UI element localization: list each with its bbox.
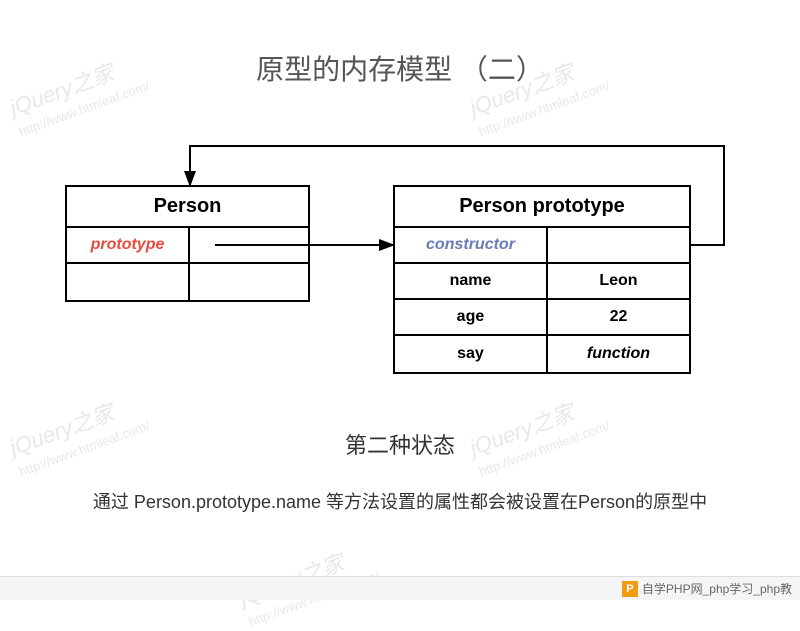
table-row: prototype <box>67 228 308 264</box>
cell-value: 22 <box>548 300 689 334</box>
diagram-caption: 通过 Person.prototype.name 等方法设置的属性都会被设置在P… <box>0 488 800 514</box>
footer-bar: P 自学PHP网_php学习_php教 <box>0 576 800 600</box>
cell-key <box>67 264 190 300</box>
cell-key: name <box>395 264 548 298</box>
diagram-title: 原型的内存模型 （二） <box>0 48 800 88</box>
cell-key: age <box>395 300 548 334</box>
cell-key: constructor <box>395 228 548 262</box>
proto-box-header: Person prototype <box>395 187 689 228</box>
cell-value: function <box>548 336 689 372</box>
cell-value: Leon <box>548 264 689 298</box>
diagram-subtitle: 第二种状态 <box>0 428 800 460</box>
cell-value <box>190 228 308 262</box>
cell-key: prototype <box>67 228 190 262</box>
person-box-header: Person <box>67 187 308 228</box>
table-row: nameLeon <box>395 264 689 300</box>
footer-text: 自学PHP网_php学习_php教 <box>642 580 792 597</box>
footer-icon: P <box>622 581 638 597</box>
cell-value <box>548 228 689 262</box>
cell-key: say <box>395 336 548 372</box>
table-row <box>67 264 308 300</box>
cell-value <box>190 264 308 300</box>
table-row: sayfunction <box>395 336 689 372</box>
person-prototype-box: Person prototype constructornameLeonage2… <box>393 185 691 374</box>
table-row: constructor <box>395 228 689 264</box>
person-box: Person prototype <box>65 185 310 302</box>
table-row: age22 <box>395 300 689 336</box>
